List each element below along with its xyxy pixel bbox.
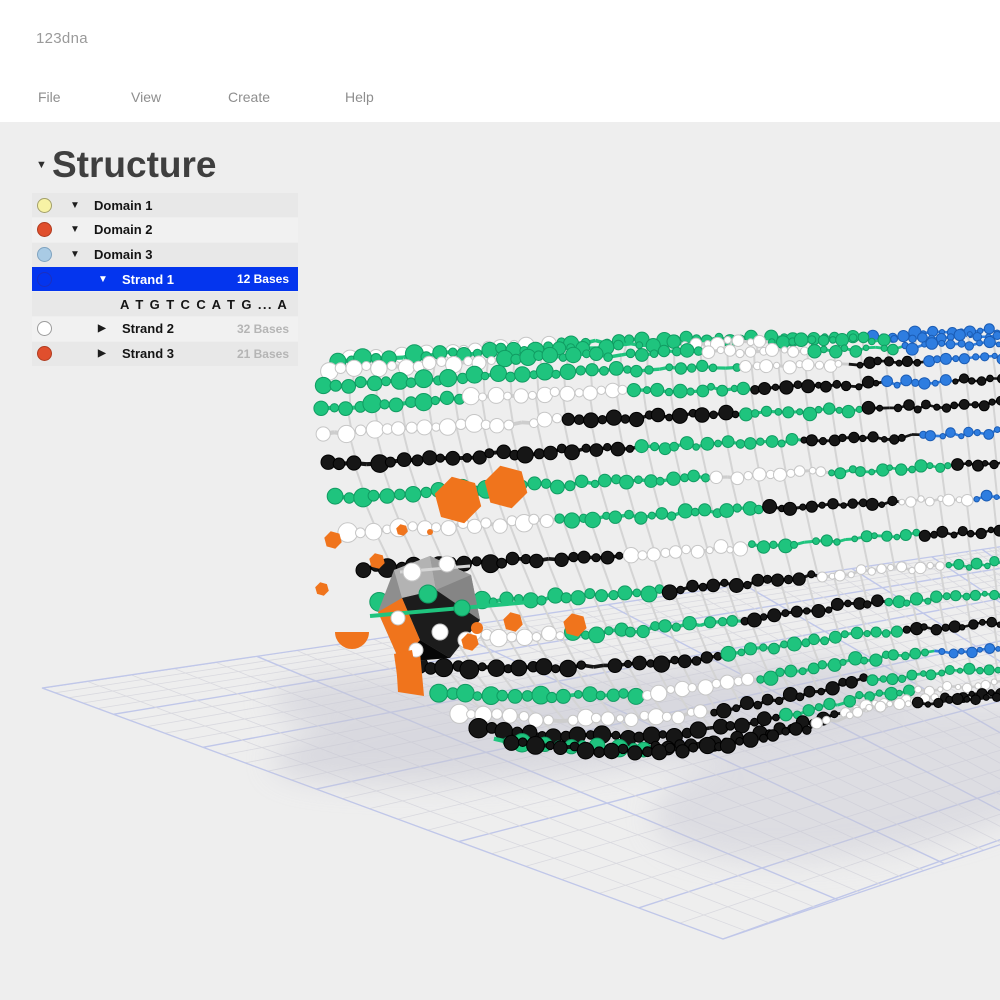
strand-2-base-count: 32 Bases (236, 321, 289, 336)
domain-3-label: Domain 3 (94, 247, 153, 263)
strand-1-label: Strand 1 (122, 271, 175, 287)
tree-row-domain-2[interactable]: ▼ Domain 2 (32, 217, 298, 242)
structure-collapse-caret[interactable]: ▼ (36, 159, 47, 171)
strand-2-color-swatch (37, 321, 52, 337)
strand-3-caret[interactable]: ▶ (98, 348, 106, 360)
viewport-3d[interactable] (0, 122, 1000, 1000)
menu-help[interactable]: Help (345, 89, 374, 105)
panel-title: Structure (52, 144, 217, 185)
domain-1-label: Domain 1 (94, 197, 153, 213)
domain-3-caret[interactable]: ▼ (70, 249, 80, 261)
domain-2-label: Domain 2 (94, 222, 153, 238)
menu-view[interactable]: View (131, 89, 162, 105)
strand-1-color-swatch (37, 271, 52, 287)
strand-2-caret[interactable]: ▶ (98, 323, 106, 335)
tree-row-strand-3[interactable]: ▶ Strand 3 21 Bases (32, 341, 298, 366)
domain-1-color-swatch (37, 197, 52, 213)
strand-1-sequence: A T G T C C A T G ... A (120, 296, 289, 312)
tree-row-domain-3[interactable]: ▼ Domain 3 (32, 242, 298, 267)
tree-row-strand-1[interactable]: ▼ Strand 1 12 Bases (32, 267, 298, 292)
domain-2-color-swatch (37, 222, 52, 238)
strand-3-label: Strand 3 (122, 346, 175, 362)
menu-file[interactable]: File (38, 89, 61, 105)
tree-row-domain-1[interactable]: ▼ Domain 1 (32, 193, 298, 217)
app-header: 123dna File View Create Help (0, 0, 1000, 122)
strand-1-caret[interactable]: ▼ (98, 273, 108, 285)
menu-bar: File View Create Help (0, 89, 1000, 109)
domain-1-caret[interactable]: ▼ (70, 199, 80, 211)
domain-3-color-swatch (37, 247, 52, 263)
structure-panel-header: ▼ Structure (32, 142, 298, 188)
app-title: 123dna (36, 30, 88, 47)
strand-3-base-count: 21 Bases (236, 346, 289, 361)
structure-panel: ▼ Structure ▼ Domain 1 ▼ Domain 2 ▼ Doma… (32, 142, 298, 367)
strand-2-label: Strand 2 (122, 321, 175, 337)
strand-3-color-swatch (37, 346, 52, 362)
domain-2-caret[interactable]: ▼ (70, 224, 80, 236)
tree-row-strand-2[interactable]: ▶ Strand 2 32 Bases (32, 316, 298, 341)
strand-1-base-count: 12 Bases (236, 272, 289, 287)
strand-1-sequence-row[interactable]: A T G T C C A T G ... A (32, 292, 298, 317)
menu-create[interactable]: Create (228, 89, 271, 105)
